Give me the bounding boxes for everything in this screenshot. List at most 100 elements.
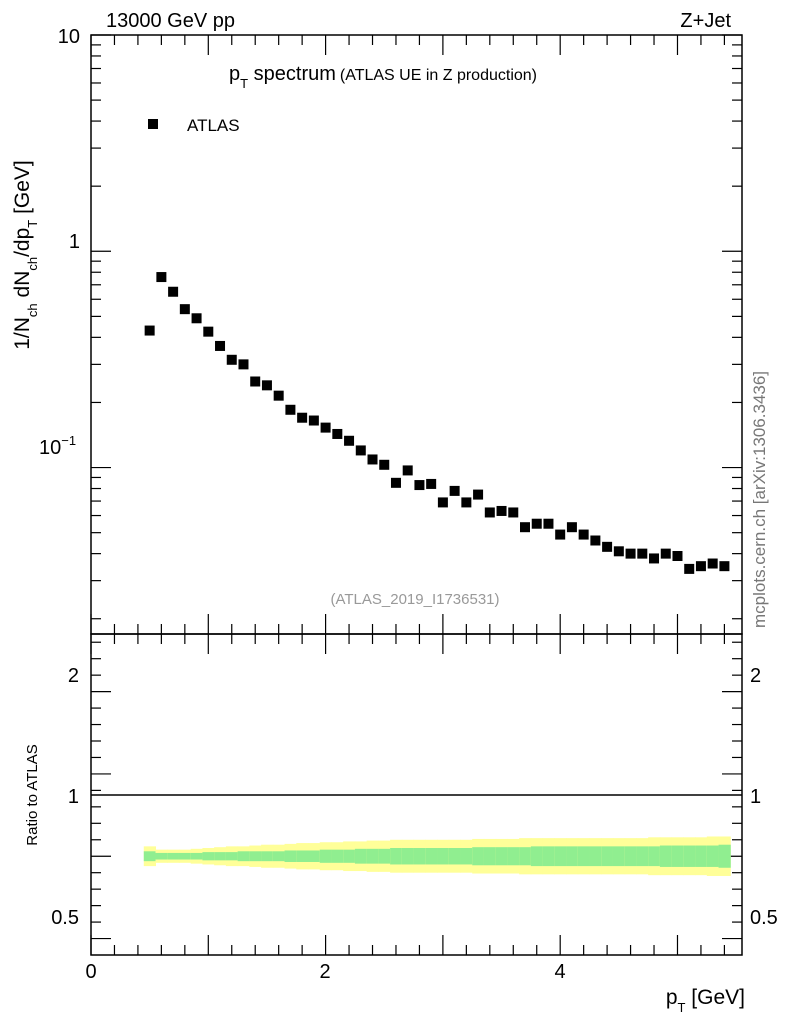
xtick-label-4: 4 xyxy=(554,961,565,983)
data-point xyxy=(203,326,214,337)
ratio-band-inner xyxy=(566,846,579,867)
ratio-band-inner xyxy=(648,846,661,867)
xtick-label-0: 0 xyxy=(85,961,96,983)
ratio-band-inner xyxy=(472,847,485,866)
data-point xyxy=(156,272,167,283)
ratio-band-inner xyxy=(659,845,673,867)
ratio-band-inner xyxy=(624,846,637,867)
ratio-band-inner xyxy=(495,847,508,866)
ratio-band-inner xyxy=(554,846,567,867)
x-axis-label: pT [GeV] xyxy=(666,986,745,1015)
ratio-tick-label-0.5: 0.5 xyxy=(51,907,79,929)
ratio-band-inner xyxy=(448,848,461,865)
data-point xyxy=(426,478,437,489)
data-point xyxy=(437,497,448,508)
data-point xyxy=(215,340,226,351)
xtick-label-2: 2 xyxy=(319,961,330,983)
ytick-label-0.1: 10−1 xyxy=(39,433,76,459)
data-point xyxy=(461,497,472,508)
ratio-band-inner xyxy=(331,849,344,863)
ratio-band-inner xyxy=(542,846,555,867)
upper-y-label: 1/Nch dNch/dpT [GeV] xyxy=(11,160,40,350)
data-point xyxy=(273,390,284,401)
data-point xyxy=(179,304,190,315)
ratio-band-inner xyxy=(577,846,591,867)
process-label: Z+Jet xyxy=(680,10,731,32)
ratio-band-inner xyxy=(460,848,473,865)
ratio-band-inner xyxy=(143,851,157,862)
data-point xyxy=(649,553,660,564)
ratio-band-inner xyxy=(155,852,168,860)
data-point xyxy=(578,529,589,540)
ratio-band-inner xyxy=(718,844,731,868)
data-point xyxy=(320,422,331,433)
ratio-tick-label-0.5-right: 0.5 xyxy=(750,907,778,929)
ratio-band-inner xyxy=(178,852,192,860)
ratio-band-inner xyxy=(519,847,532,866)
ratio-band-inner xyxy=(167,852,180,860)
plot-title: pT spectrum (ATLAS UE in Z production) xyxy=(229,63,537,91)
analysis-id: (ATLAS_2019_I1736531) xyxy=(330,591,499,608)
data-point xyxy=(250,376,261,387)
data-point xyxy=(414,480,425,491)
data-point xyxy=(602,541,613,552)
data-point xyxy=(660,548,671,559)
ratio-band-inner xyxy=(296,850,309,862)
ytick-label-1: 1 xyxy=(69,231,80,253)
ratio-band-inner xyxy=(225,852,239,861)
data-point xyxy=(332,428,343,439)
ratio-band-inner xyxy=(636,846,649,867)
ratio-y-label: Ratio to ATLAS xyxy=(24,744,41,845)
energy-label: 13000 GeV pp xyxy=(106,10,235,32)
data-point xyxy=(672,551,683,562)
ratio-axis-ticks xyxy=(91,641,742,940)
data-point xyxy=(379,459,390,470)
ratio-tick-label-1: 1 xyxy=(68,786,79,808)
ratio-band-inner xyxy=(413,848,426,865)
ratio-tick-label-2: 2 xyxy=(68,665,79,687)
ratio-band-inner xyxy=(190,852,203,860)
ratio-band-inner xyxy=(214,852,227,861)
data-point xyxy=(613,546,624,557)
ratio-bands xyxy=(143,836,731,876)
ratio-band-inner xyxy=(483,847,497,866)
ratio-band-inner xyxy=(390,848,403,865)
data-point xyxy=(144,325,155,336)
data-point xyxy=(719,561,730,572)
data-point xyxy=(261,380,272,391)
ratio-band-inner xyxy=(378,848,391,864)
data-point xyxy=(684,563,695,574)
data-point xyxy=(226,354,237,365)
data-point xyxy=(191,313,202,324)
data-point xyxy=(355,445,366,456)
ratio-band-inner xyxy=(343,849,356,863)
ratio-band-inner xyxy=(249,851,262,862)
ratio-band-inner xyxy=(284,850,297,862)
upper-axis-ticks xyxy=(91,34,742,620)
ratio-band-inner xyxy=(437,848,450,865)
ratio-band-inner xyxy=(202,852,215,861)
data-point xyxy=(531,518,542,529)
legend-marker xyxy=(148,119,158,129)
data-point xyxy=(297,412,308,423)
ytick-label-10: 10 xyxy=(58,26,80,48)
data-point xyxy=(168,286,179,297)
ratio-tick-label-1-right: 1 xyxy=(750,786,761,808)
data-point xyxy=(484,507,495,518)
ratio-band-inner xyxy=(425,848,438,865)
data-point xyxy=(566,522,577,533)
side-label: mcplots.cern.ch [arXiv:1306.3436] xyxy=(750,371,769,628)
ratio-band-inner xyxy=(272,851,286,862)
data-point xyxy=(508,507,519,518)
data-point xyxy=(625,548,636,559)
ratio-band-inner xyxy=(237,851,250,862)
data-point xyxy=(496,505,507,516)
ratio-band-inner xyxy=(354,848,368,864)
data-point xyxy=(390,477,401,488)
ratio-band-inner xyxy=(261,851,274,862)
ratio-band-inner xyxy=(706,845,720,867)
x-axis-ticks xyxy=(90,35,726,955)
ratio-band-inner xyxy=(507,847,520,866)
legend-label: ATLAS xyxy=(187,116,240,135)
